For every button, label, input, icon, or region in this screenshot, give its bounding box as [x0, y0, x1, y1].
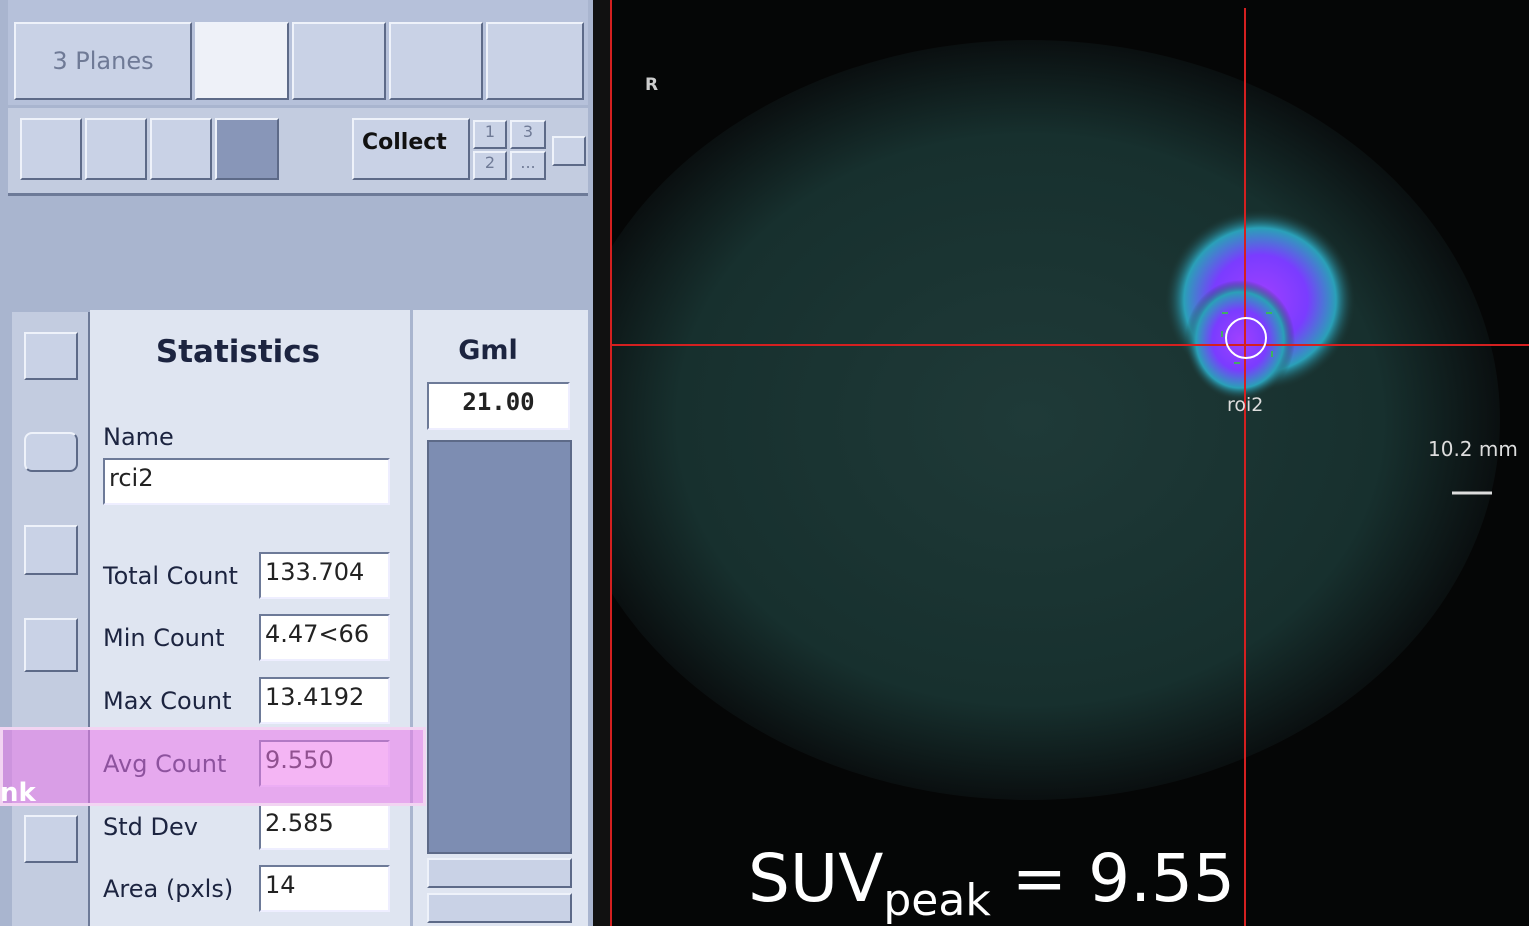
layout-thumb[interactable]	[195, 22, 289, 100]
stat-label: Std Dev	[103, 813, 198, 841]
stat-label: Max Count	[103, 687, 232, 715]
scale-label: 10.2 mm	[1428, 437, 1518, 461]
collect-slot[interactable]: 2	[473, 151, 507, 180]
layout-thumb[interactable]	[389, 22, 483, 100]
highlight-box	[0, 727, 426, 806]
collect-slot[interactable]: 1	[473, 120, 507, 149]
slider-button[interactable]	[427, 858, 572, 888]
collect-slot[interactable]: 3	[510, 120, 546, 149]
name-input[interactable]: rci2	[103, 458, 390, 505]
gml-input[interactable]: 21.00	[427, 382, 570, 430]
stack-tool[interactable]	[215, 118, 279, 180]
collect-slot[interactable]: ...	[510, 151, 546, 180]
statistics-title: Statistics	[155, 334, 321, 370]
gml-slider[interactable]	[427, 440, 572, 854]
layout-thumb[interactable]	[292, 22, 386, 100]
orientation-label: R	[645, 75, 659, 95]
tab-icon[interactable]	[24, 618, 78, 672]
stat-value[interactable]: 4.47<66	[259, 614, 390, 661]
collect-button[interactable]: Collect	[352, 118, 470, 180]
stat-value[interactable]: 133.704	[259, 552, 390, 599]
roi-tool[interactable]	[85, 118, 147, 180]
stat-label: Min Count	[103, 624, 225, 652]
gml-title: Gml	[458, 335, 518, 366]
tab-icon[interactable]	[24, 815, 78, 863]
tab-icon[interactable]	[24, 332, 78, 380]
suv-main: SUV	[748, 840, 884, 917]
highlight-label: nk	[0, 778, 36, 808]
stat-value[interactable]: 14	[259, 865, 390, 912]
pointer-tool[interactable]	[20, 118, 82, 180]
layout-button[interactable]: 3 Planes	[14, 22, 192, 100]
roi-label: roi2	[1227, 394, 1264, 416]
slider-button[interactable]	[427, 893, 572, 923]
name-label: Name	[103, 423, 174, 451]
suv-annotation: SUVpeak = 9.55	[748, 840, 1235, 926]
collect-icon[interactable]	[552, 136, 586, 166]
stat-value[interactable]: 13.4192	[259, 677, 390, 724]
cross-tool[interactable]	[150, 118, 212, 180]
tab-icon[interactable]	[24, 432, 78, 472]
stat-value[interactable]: 2.585	[259, 803, 390, 850]
suv-value: = 9.55	[1011, 840, 1236, 917]
image-viewer	[610, 0, 1529, 926]
tab-icon[interactable]	[24, 525, 78, 575]
divider	[593, 0, 610, 926]
stat-label: Total Count	[103, 562, 238, 590]
stat-label: Area (pxls)	[103, 875, 234, 903]
layout-thumb[interactable]	[486, 22, 584, 100]
suv-subscript: peak	[883, 875, 991, 926]
